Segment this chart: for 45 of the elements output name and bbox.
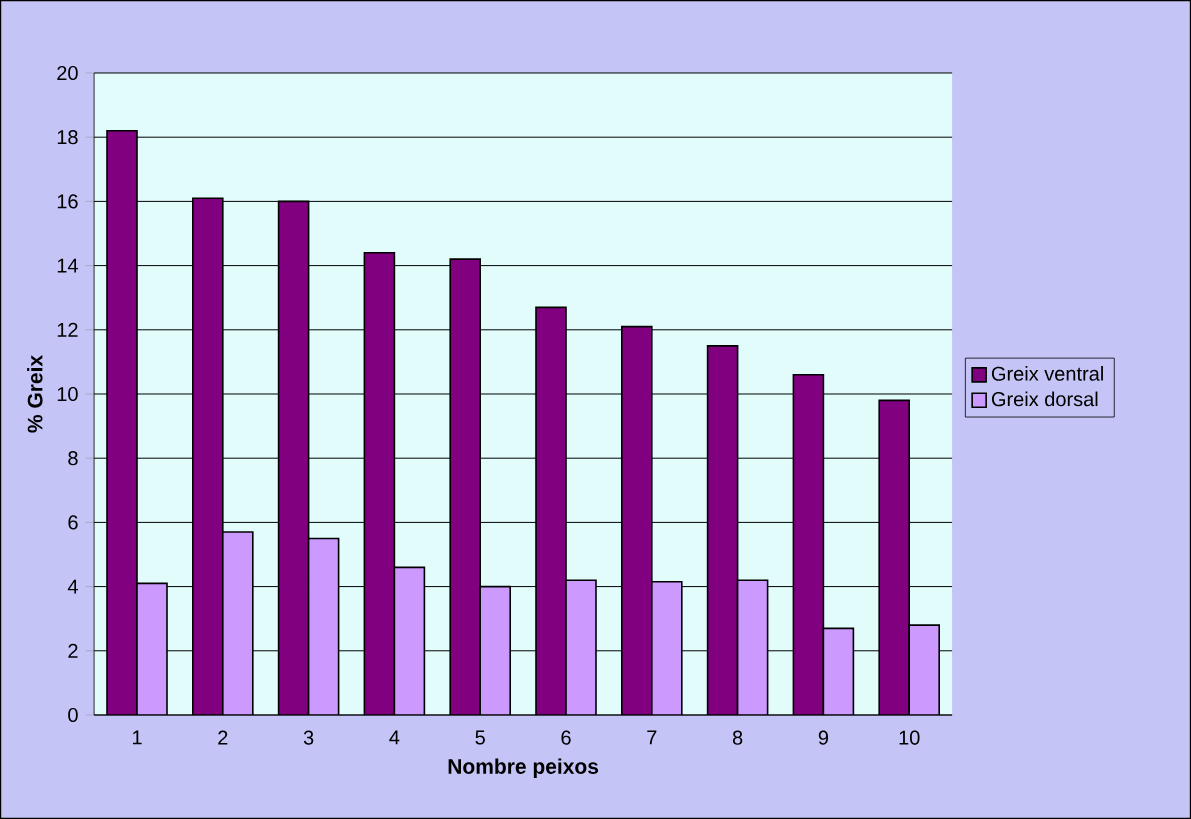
x-tick-label: 2 <box>218 730 228 745</box>
x-tick-label: 10 <box>899 730 920 745</box>
x-tick-label: 8 <box>732 730 743 745</box>
legend-label: Greix ventral <box>991 366 1103 381</box>
bar <box>278 201 309 715</box>
x-tick-label: 6 <box>561 730 571 745</box>
bar <box>908 624 940 715</box>
y-tick-label: 18 <box>57 130 78 145</box>
legend-label: Greix dorsal <box>991 391 1098 407</box>
bar <box>651 581 682 715</box>
bar <box>394 567 425 715</box>
bar <box>480 586 511 715</box>
bar <box>621 326 652 715</box>
bar <box>737 580 768 715</box>
y-axis-title: % Greix <box>27 355 43 433</box>
y-tick-label: 8 <box>68 451 78 466</box>
y-tick-label: 10 <box>57 386 78 402</box>
bar <box>878 399 910 715</box>
x-tick-label: 4 <box>389 730 400 745</box>
bar <box>450 259 481 715</box>
y-tick-label: 16 <box>57 194 78 209</box>
bar <box>137 583 167 715</box>
x-tick-label: 9 <box>818 730 829 745</box>
bar <box>823 628 854 715</box>
y-tick-label: 2 <box>68 643 78 658</box>
bar <box>222 532 253 715</box>
bar <box>566 580 596 715</box>
y-tick-label: 20 <box>57 65 78 81</box>
bar <box>107 130 137 715</box>
x-tick-label: 3 <box>303 730 314 745</box>
x-tick-label: 1 <box>132 730 142 745</box>
y-tick-label: 4 <box>67 579 78 594</box>
bar <box>793 374 824 715</box>
bar <box>707 345 738 715</box>
bar <box>536 307 566 715</box>
y-tick-label: 6 <box>68 515 78 530</box>
bar <box>192 198 223 715</box>
x-tick-label: 7 <box>647 730 657 745</box>
x-axis-title: Nombre peixos <box>448 758 599 779</box>
y-tick-label: 0 <box>68 707 78 723</box>
bar <box>364 252 395 715</box>
bar <box>308 538 339 715</box>
y-tick-label: 14 <box>57 258 78 273</box>
x-tick-label: 5 <box>475 730 485 745</box>
y-tick-label: 12 <box>57 322 78 337</box>
